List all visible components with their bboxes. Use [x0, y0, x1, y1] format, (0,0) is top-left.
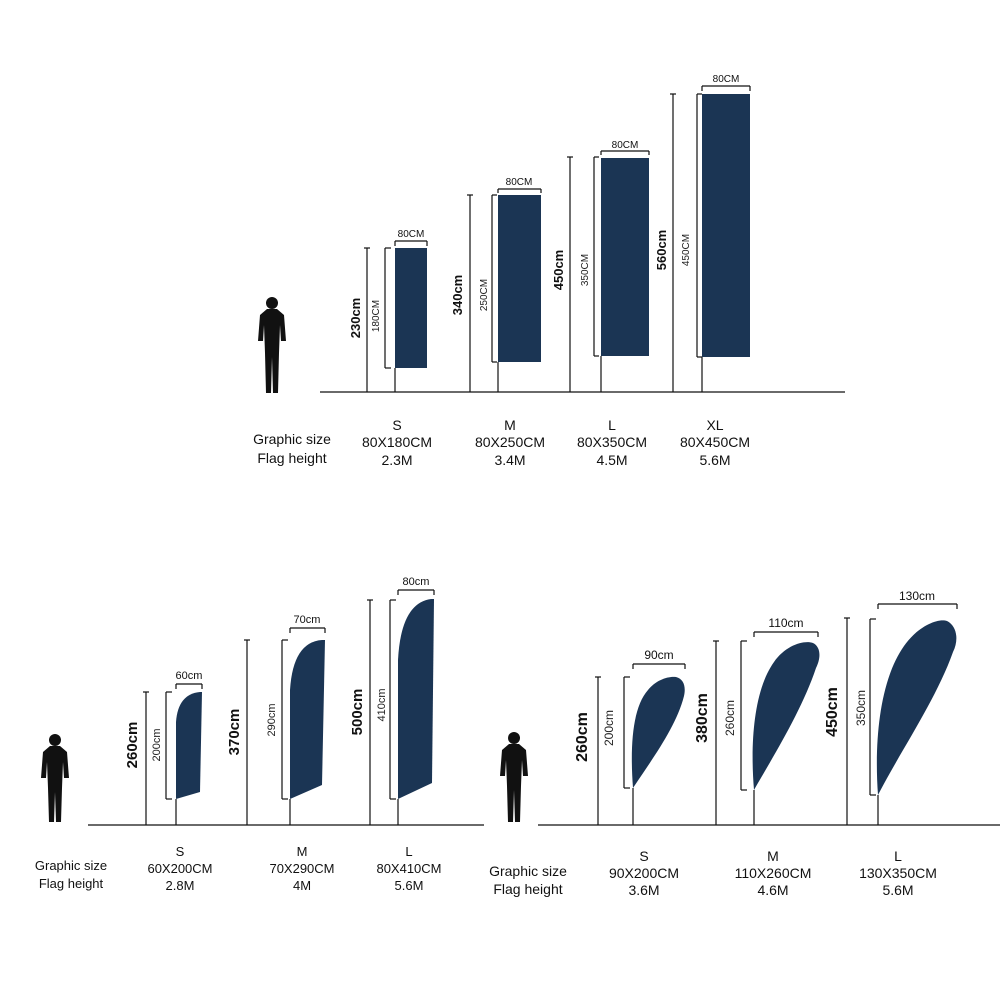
width-label: 70cm: [294, 614, 321, 626]
row-label-flag-height: Flag height: [493, 881, 562, 897]
total-height-label: 230cm: [348, 298, 363, 338]
graphic-size-value: 90X200CM: [609, 865, 679, 881]
width-label: 80CM: [398, 229, 425, 240]
flag-height-value: 4M: [293, 878, 311, 893]
graphic-height-label: 350cm: [854, 690, 868, 726]
panel-teardrop: 90cm 200cm 260cm 110cm 260cm 380cm 130cm…: [489, 589, 1000, 898]
total-height-label: 450cm: [824, 687, 841, 737]
panel-rectangle: 80CM 180CM 230cm 80CM 250CM 340cm 80CM 3…: [253, 74, 845, 468]
graphic-size-value: 60X200CM: [147, 861, 212, 876]
flag-teardrop-m: 110cm 260cm 380cm: [694, 616, 820, 825]
graphic-size-value: 110X260CM: [735, 865, 812, 881]
graphic-size-value: 130X350CM: [859, 865, 937, 881]
graphic-height-label: 350CM: [580, 254, 591, 286]
flag-feather-s: 60cm 200cm 260cm: [124, 670, 203, 825]
row-label-flag-height: Flag height: [39, 876, 104, 891]
graphic-height-label: 200cm: [602, 710, 616, 746]
size-label: S: [392, 417, 401, 433]
flag-rect-s: 80CM 180CM 230cm: [348, 229, 428, 392]
width-label: 80cm: [403, 576, 430, 588]
graphic-height-label: 260cm: [723, 700, 737, 736]
flag-graphic: [290, 640, 325, 799]
size-label: L: [608, 417, 616, 433]
flag-height-value: 2.3M: [381, 452, 412, 468]
flag-height-value: 3.4M: [494, 452, 525, 468]
graphic-size-value: 70X290CM: [269, 861, 334, 876]
size-label: L: [894, 848, 902, 864]
flag-rect-m: 80CM 250CM 340cm: [450, 177, 542, 392]
graphic-size-value: 80X180CM: [362, 434, 432, 450]
graphic-size-value: 80X250CM: [475, 434, 545, 450]
flag-graphic: [398, 599, 434, 799]
size-label: XL: [706, 417, 723, 433]
size-label: S: [639, 848, 648, 864]
flag-height-value: 4.5M: [596, 452, 627, 468]
width-label: 80CM: [506, 177, 533, 188]
flag-height-value: 2.8M: [166, 878, 195, 893]
total-height-label: 500cm: [349, 689, 366, 736]
width-label: 80CM: [713, 74, 740, 85]
graphic-height-label: 290cm: [266, 703, 278, 736]
person-silhouette-icon: [41, 734, 69, 822]
flag-teardrop-s: 90cm 200cm 260cm: [574, 648, 686, 825]
flag-height-value: 4.6M: [757, 882, 788, 898]
total-height-label: 370cm: [226, 709, 243, 756]
panel-feather: 60cm 200cm 260cm 70cm 290cm 370cm 80cm 4…: [35, 576, 484, 893]
flag-height-value: 5.6M: [882, 882, 913, 898]
row-label-graphic-size: Graphic size: [489, 863, 567, 879]
row-label-graphic-size: Graphic size: [253, 431, 331, 447]
graphic-size-value: 80X350CM: [577, 434, 647, 450]
flag-height-value: 5.6M: [699, 452, 730, 468]
width-label: 60cm: [176, 670, 203, 682]
flag-graphic: [395, 248, 427, 368]
flag-graphic: [601, 158, 649, 356]
width-label: 80CM: [612, 140, 639, 151]
size-label: L: [405, 844, 412, 859]
width-label: 90cm: [644, 648, 673, 662]
size-label: S: [176, 844, 185, 859]
graphic-height-label: 180CM: [371, 300, 382, 332]
graphic-height-label: 410cm: [376, 688, 388, 721]
graphic-height-label: 250CM: [479, 279, 490, 311]
flag-feather-m: 70cm 290cm 370cm: [226, 614, 326, 825]
graphic-height-label: 200cm: [151, 728, 163, 761]
width-label: 130cm: [899, 589, 935, 603]
flag-height-value: 3.6M: [628, 882, 659, 898]
row-label-flag-height: Flag height: [257, 450, 326, 466]
total-height-label: 260cm: [124, 722, 141, 769]
graphic-size-value: 80X410CM: [376, 861, 441, 876]
total-height-label: 450cm: [551, 250, 566, 290]
total-height-label: 380cm: [694, 693, 711, 743]
size-label: M: [297, 844, 308, 859]
flag-rect-xl: 80CM 450CM 560cm: [654, 74, 751, 392]
total-height-label: 560cm: [654, 230, 669, 270]
row-label-graphic-size: Graphic size: [35, 858, 107, 873]
total-height-label: 340cm: [450, 275, 465, 315]
flag-feather-l: 80cm 410cm 500cm: [349, 576, 435, 825]
person-silhouette-icon: [500, 732, 528, 822]
size-label: M: [767, 848, 779, 864]
flag-height-value: 5.6M: [395, 878, 424, 893]
flag-graphic: [702, 94, 750, 357]
flag-graphic: [498, 195, 541, 362]
flag-graphic: [631, 676, 685, 788]
person-silhouette-icon: [258, 297, 286, 393]
size-label: M: [504, 417, 516, 433]
width-label: 110cm: [768, 616, 803, 630]
flag-teardrop-l: 130cm 350cm 450cm: [824, 589, 958, 825]
graphic-size-value: 80X450CM: [680, 434, 750, 450]
graphic-height-label: 450CM: [681, 234, 692, 266]
flag-graphic: [876, 620, 957, 795]
flag-graphic: [176, 692, 202, 799]
total-height-label: 260cm: [574, 712, 591, 762]
flag-rect-l: 80CM 350CM 450cm: [551, 140, 650, 392]
flag-graphic: [752, 642, 820, 790]
